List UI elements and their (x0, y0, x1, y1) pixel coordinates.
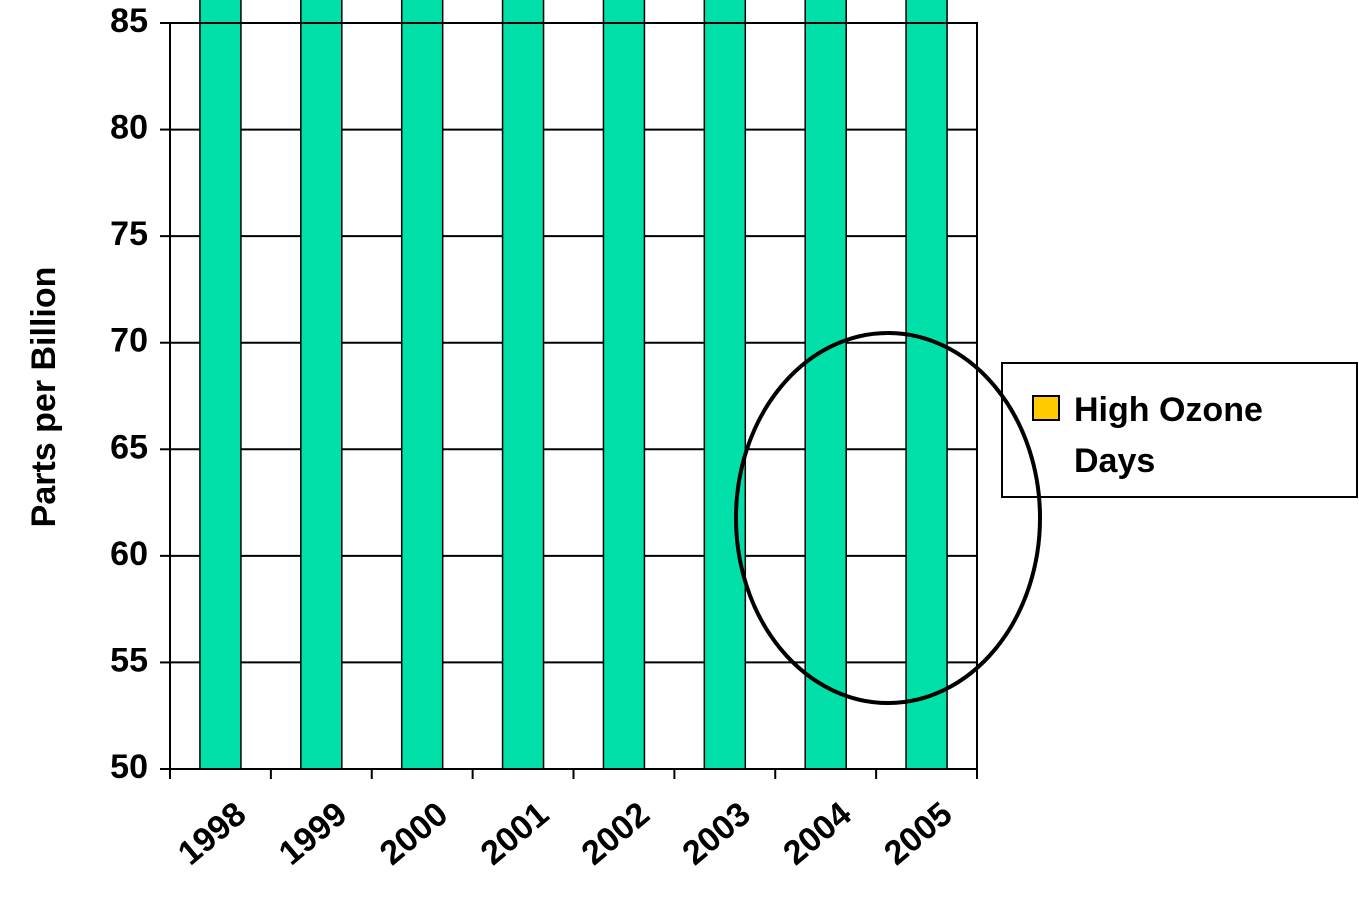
x-tick-label-group: 1998 (171, 795, 253, 873)
y-tick-label: 60 (110, 535, 148, 573)
legend-label-line-2: Days (1074, 442, 1155, 480)
bar-segment-2002-base (602, 0, 646, 770)
gridlines (170, 128, 977, 664)
y-axis-title: Parts per Billion (25, 267, 63, 528)
x-tick-label: 2005 (877, 795, 959, 873)
bar-segment-2003-base (703, 0, 747, 770)
bar-segment-1998-base (199, 0, 242, 770)
bar-segment-2005-base (905, 0, 948, 770)
y-tick-label: 55 (110, 641, 148, 679)
y-tick-label: 70 (110, 322, 148, 360)
y-axis-ticks: 50 55 60 65 70 75 80 85 (110, 2, 170, 786)
x-tick-label-group: 2005 (877, 795, 959, 873)
x-tick-label-group: 2003 (675, 795, 757, 873)
y-tick-label: 75 (110, 215, 148, 253)
x-tick-label: 2003 (675, 795, 757, 873)
y-tick-label: 65 (110, 428, 148, 466)
legend-box (1001, 362, 1358, 498)
x-tick-label-group: 2004 (776, 795, 858, 873)
y-tick-label: 50 (110, 748, 148, 786)
x-tick-label: 2004 (776, 795, 858, 873)
x-tick-label: 2002 (574, 795, 656, 873)
legend-label-line-1: High Ozone (1074, 391, 1263, 429)
x-axis-ticks: 1998 1999 2000 2001 2002 2003 2004 2005 (169, 768, 978, 873)
highlight-ellipse (734, 331, 1042, 705)
bar-segment-2004-base (804, 0, 847, 770)
bars (199, 0, 948, 770)
x-tick-label-group: 1999 (272, 795, 354, 873)
bar-segment-2001-base (501, 0, 545, 770)
x-tick-label: 2000 (373, 795, 455, 873)
x-tick-label: 1998 (171, 795, 253, 873)
legend: High Ozone Days (1001, 362, 1358, 498)
x-tick-label-group: 2000 (373, 795, 455, 873)
plot-area-frame (169, 22, 978, 770)
bar-segment-1999-base (300, 0, 343, 770)
legend-swatch-high-ozone-days (1032, 395, 1060, 421)
x-tick-label: 1999 (272, 795, 354, 873)
bar-segment-2000-base (400, 0, 444, 770)
y-tick-label: 85 (110, 2, 148, 40)
x-tick-label-group: 2002 (574, 795, 656, 873)
x-tick-label: 2001 (474, 795, 556, 873)
y-tick-label: 80 (110, 109, 148, 147)
x-tick-label-group: 2001 (474, 795, 556, 873)
